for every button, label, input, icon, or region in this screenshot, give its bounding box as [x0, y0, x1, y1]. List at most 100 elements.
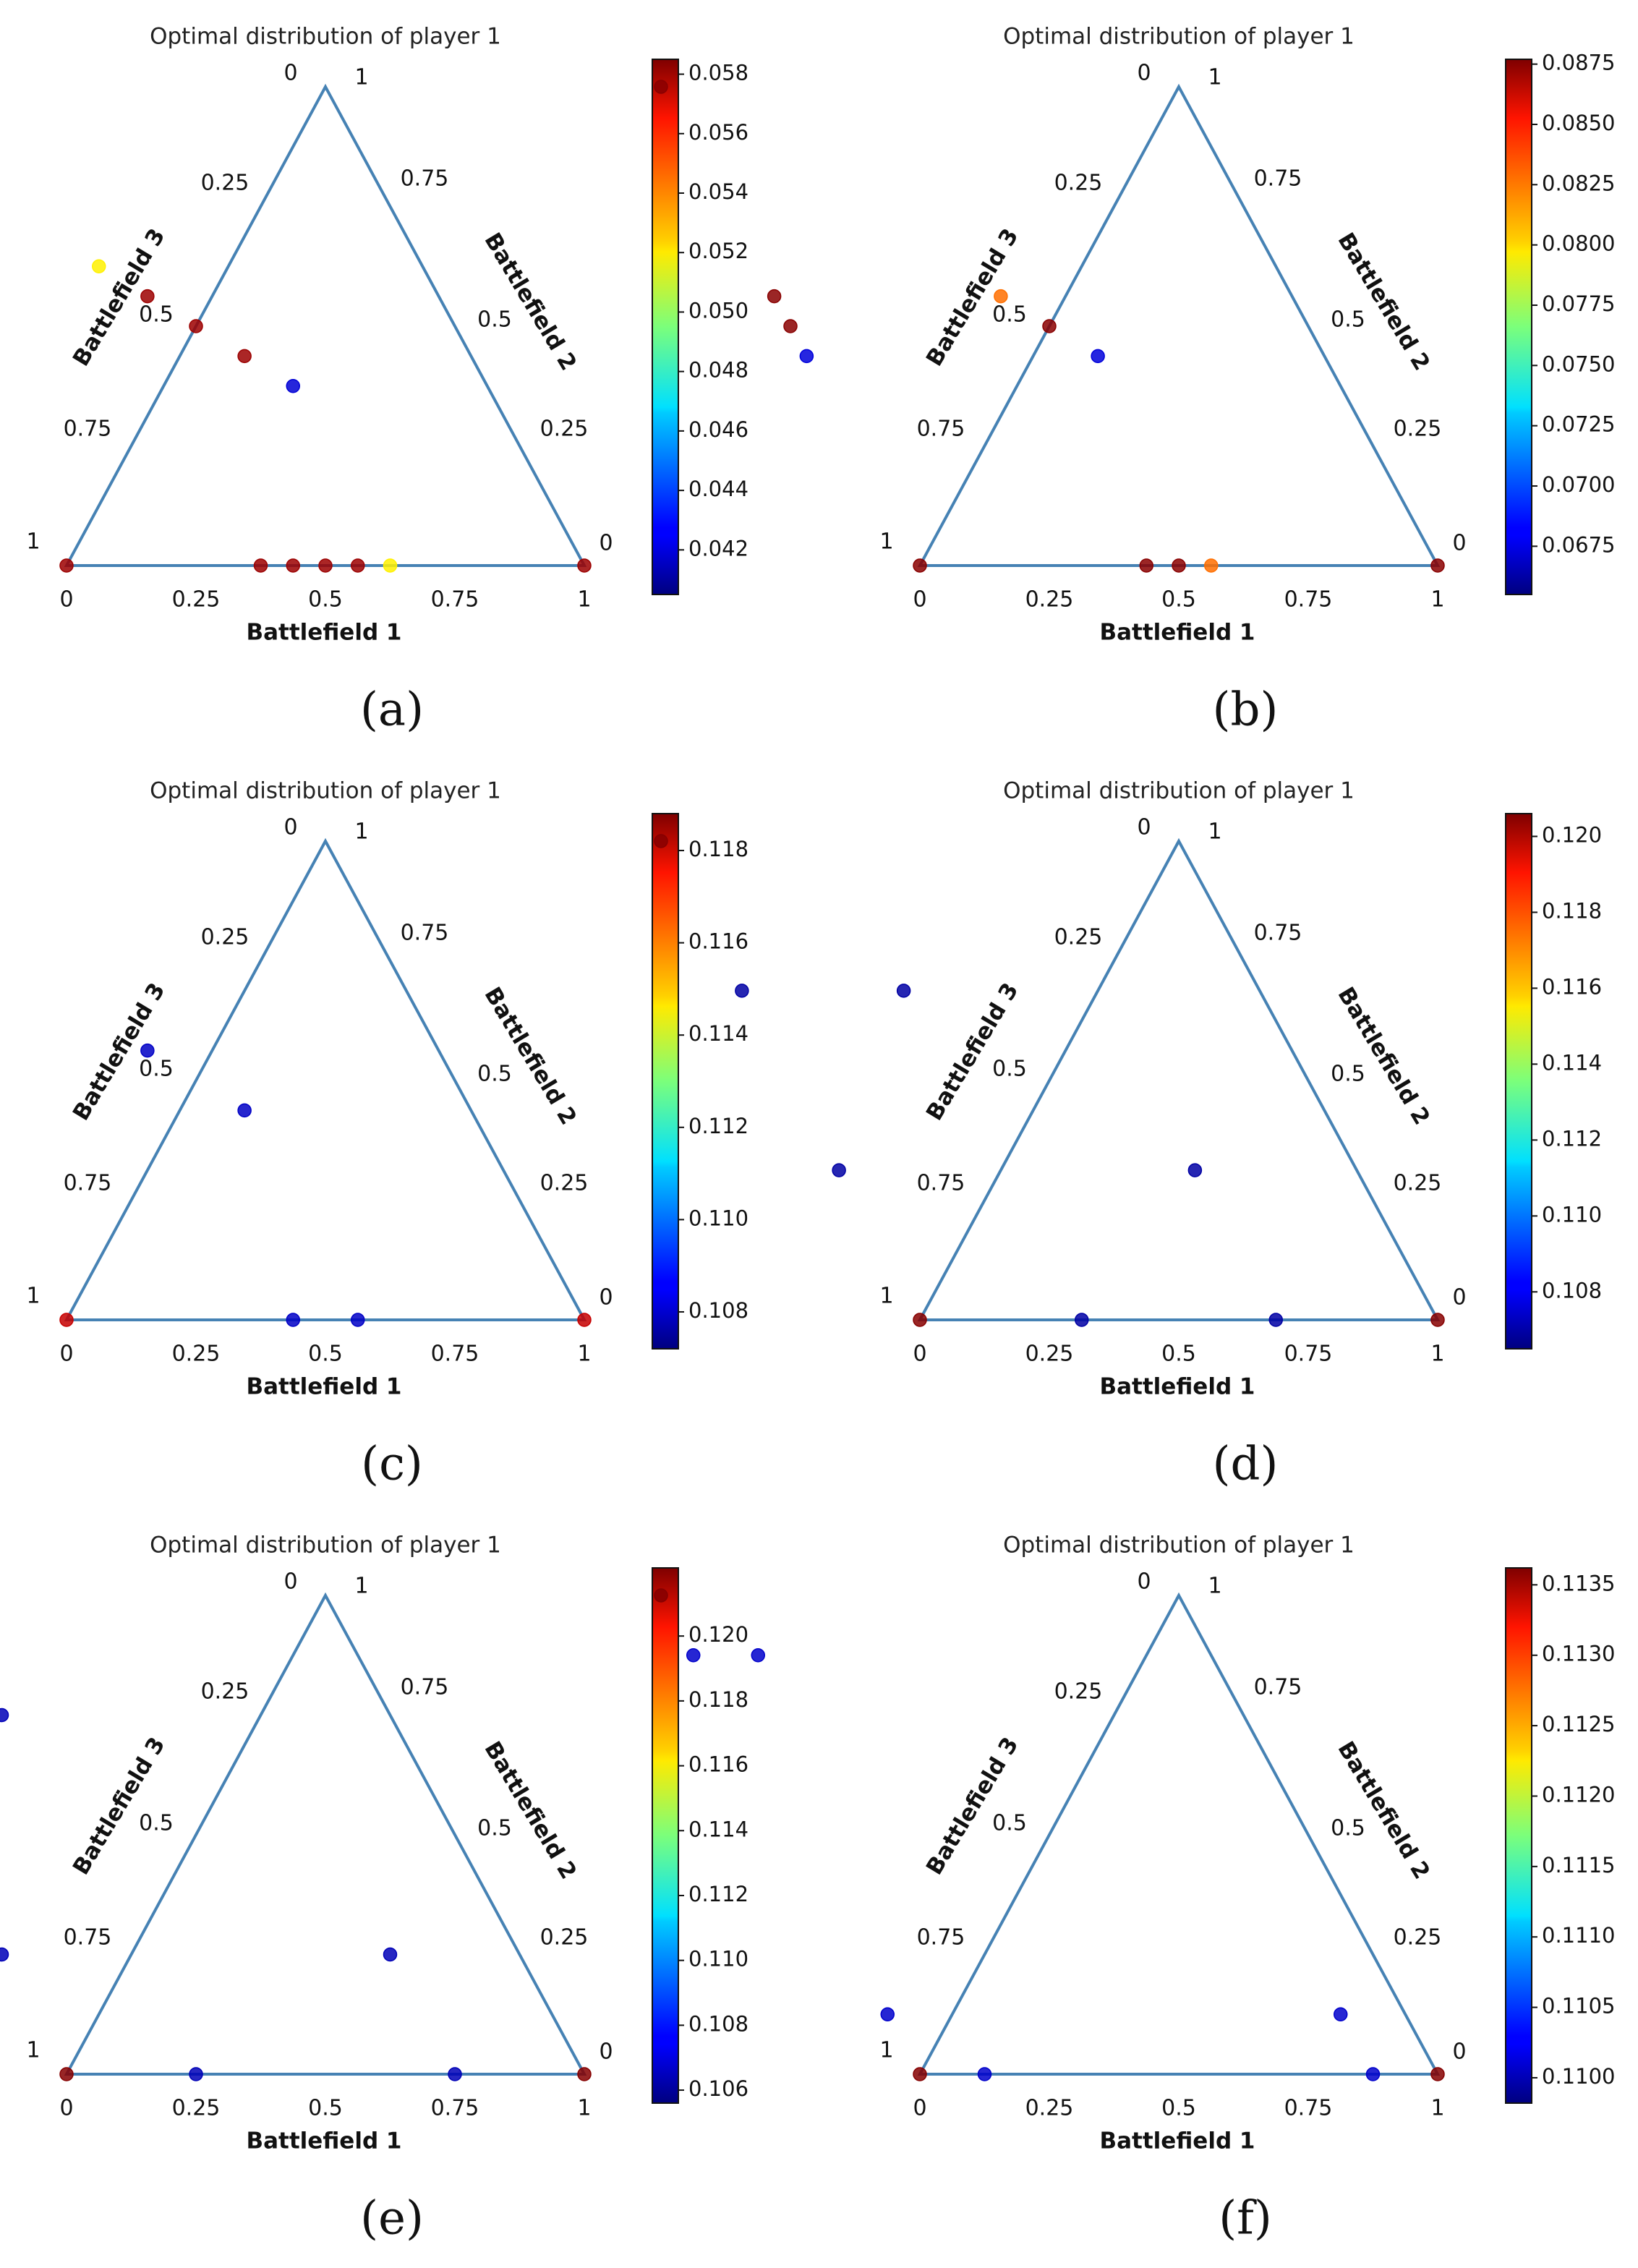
data-point [751, 1648, 765, 1663]
colorbar-tick-label: 0.116 [1542, 974, 1602, 999]
colorbar-tick-label: 0.108 [1542, 1278, 1602, 1303]
tick-label-battlefield-2: 0.5 [477, 1062, 512, 1087]
chart-panel-3: Optimal distribution of player 1 0 0.25 0.5… [26, 778, 748, 1491]
tick-label-battlefield-1: 0 [59, 587, 73, 613]
data-point [189, 319, 203, 333]
tick-label-battlefield-1: 0.75 [431, 1342, 479, 1367]
subfigure-caption: (a) [360, 683, 424, 737]
tick-label-battlefield-3: 0.25 [1054, 925, 1103, 950]
colorbar-tick-label: 0.054 [688, 179, 748, 204]
simplex-triangle [64, 1592, 587, 2076]
axis-label-battlefield-2: Battlefield 2 [479, 1737, 581, 1884]
tick-label-battlefield-3: 0.25 [201, 925, 249, 950]
data-point [896, 984, 911, 998]
data-point [994, 289, 1008, 304]
subfigure-caption: (f) [1219, 2192, 1272, 2246]
tick-label-battlefield-1: 1 [577, 1342, 591, 1367]
data-point [1430, 2067, 1445, 2081]
tick-label-battlefield-3: 0 [283, 61, 297, 86]
axis-label-battlefield-2: Battlefield 2 [1332, 1737, 1435, 1884]
colorbar [1505, 59, 1532, 595]
tick-label-battlefield-1: 0.25 [1025, 2096, 1074, 2121]
colorbar [1505, 813, 1532, 1350]
tick-label-battlefield-1: 0.75 [1284, 587, 1333, 613]
data-point [654, 1588, 668, 1603]
colorbar [1505, 1567, 1532, 2104]
chart-title: Optimal distribution of player 1 [150, 778, 501, 804]
tick-label-battlefield-3: 0 [283, 1569, 297, 1595]
tick-label-battlefield-1: 1 [1430, 2096, 1444, 2121]
data-point [1334, 2007, 1348, 2021]
tick-label-battlefield-1: 0.5 [308, 1342, 343, 1367]
data-point [913, 2067, 927, 2081]
data-point [783, 319, 798, 333]
colorbar-tick-label: 0.048 [688, 358, 748, 383]
colorbar-tick-label: 0.108 [688, 1298, 748, 1323]
tick-label-battlefield-2: 1 [1208, 65, 1221, 90]
data-point [0, 1708, 9, 1723]
tick-label-battlefield-3: 0.5 [992, 302, 1027, 328]
axis-label-battlefield-2: Battlefield 2 [479, 983, 581, 1130]
simplex-triangle [64, 837, 587, 1321]
simplex-triangle [917, 837, 1441, 1321]
data-point [59, 558, 74, 573]
colorbar [652, 813, 679, 1350]
tick-label-battlefield-1: 0.5 [1161, 2096, 1196, 2121]
tick-label-battlefield-1: 0.25 [1025, 587, 1074, 613]
colorbar-tick-label: 0.118 [1542, 898, 1602, 923]
colorbar-tick-label: 0.110 [688, 1206, 748, 1230]
colorbar-tick-label: 0.1115 [1542, 1853, 1615, 1877]
tick-label-battlefield-2: 0.5 [477, 307, 512, 333]
colorbar-tick-label: 0.058 [688, 61, 748, 85]
colorbar-tick-label: 0.0675 [1542, 532, 1615, 557]
colorbar-tick-label: 0.114 [1542, 1050, 1602, 1075]
tick-label-battlefield-1: 0.5 [1161, 587, 1196, 613]
colorbar [652, 1567, 679, 2104]
colorbar-tick-label: 0.112 [688, 1114, 748, 1138]
chart-title: Optimal distribution of player 1 [150, 1532, 501, 1559]
colorbar-tick-label: 0.120 [688, 1622, 748, 1647]
data-point [654, 834, 668, 848]
subfigure-caption: (d) [1213, 1438, 1279, 1491]
tick-label-battlefield-2: 0.75 [401, 1675, 449, 1700]
simplex-triangle [917, 1592, 1441, 2076]
colorbar-tick-label: 0.106 [688, 2076, 748, 2101]
data-point [0, 1947, 9, 1962]
tick-label-battlefield-1: 0 [913, 587, 926, 613]
data-point [832, 1163, 846, 1177]
chart-title: Optimal distribution of player 1 [1003, 778, 1355, 804]
colorbar-tick-label: 0.120 [1542, 822, 1602, 847]
tick-label-battlefield-3: 1 [879, 529, 893, 555]
colorbar-tick-label: 0.116 [688, 929, 748, 954]
data-point [448, 2067, 462, 2081]
axis-label-battlefield-2: Battlefield 2 [479, 229, 581, 375]
tick-label-battlefield-2: 0.5 [1331, 1816, 1365, 1841]
data-point [59, 1313, 74, 1327]
colorbar-tick-label: 0.0750 [1542, 351, 1615, 376]
data-point [735, 984, 749, 998]
data-point [237, 1103, 252, 1118]
tick-label-battlefield-1: 0.75 [1284, 1342, 1333, 1367]
chart-panel-4: Optimal distribution of player 1 0 0.25 0.5… [654, 778, 1602, 1491]
tick-label-battlefield-2: 0.75 [401, 166, 449, 192]
tick-label-battlefield-3: 0.25 [201, 1679, 249, 1705]
colorbar-tick-label: 0.1110 [1542, 1923, 1615, 1948]
tick-label-battlefield-3: 1 [26, 1284, 40, 1309]
colorbar-tick-label: 0.118 [688, 1687, 748, 1712]
tick-label-battlefield-2: 0 [599, 2039, 613, 2065]
data-point [189, 2067, 203, 2081]
data-point [383, 558, 398, 573]
data-point [286, 558, 300, 573]
tick-label-battlefield-3: 0.5 [992, 1811, 1027, 1836]
data-point [913, 558, 927, 573]
tick-label-battlefield-3: 0.25 [1054, 1679, 1103, 1705]
tick-label-battlefield-2: 0.5 [1331, 307, 1365, 333]
data-point [654, 80, 668, 94]
tick-label-battlefield-1: 0.25 [172, 2096, 221, 2121]
tick-label-battlefield-3: 0.5 [139, 302, 174, 328]
colorbar-tick-label: 0.112 [1542, 1126, 1602, 1151]
data-point [1042, 319, 1057, 333]
colorbar-tick-label: 0.0850 [1542, 111, 1615, 135]
tick-label-battlefield-2: 0.5 [477, 1816, 512, 1841]
colorbar-tick-label: 0.042 [688, 536, 748, 560]
